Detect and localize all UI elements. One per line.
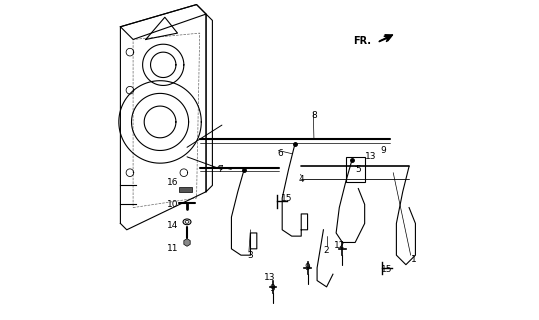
Text: 6: 6 (278, 149, 284, 158)
Text: 2: 2 (324, 246, 329, 255)
Text: 13: 13 (264, 273, 275, 282)
Polygon shape (184, 239, 190, 246)
Text: 9: 9 (381, 146, 386, 155)
Text: 1: 1 (411, 255, 417, 264)
Text: 12: 12 (334, 241, 345, 250)
Text: FR.: FR. (353, 36, 371, 46)
Text: 5: 5 (355, 165, 361, 174)
Text: 9: 9 (305, 263, 310, 272)
Bar (345, 157, 365, 182)
Text: 15: 15 (381, 265, 392, 274)
Text: 11: 11 (167, 244, 178, 253)
Text: 10: 10 (167, 200, 178, 209)
Text: 16: 16 (167, 178, 178, 187)
Text: 7: 7 (217, 165, 223, 174)
Text: 3: 3 (247, 251, 253, 260)
Text: 14: 14 (167, 220, 178, 229)
Bar (179, 187, 192, 192)
Text: 15: 15 (281, 194, 293, 203)
Text: 13: 13 (365, 152, 377, 161)
Text: 4: 4 (299, 174, 304, 184)
Text: 8: 8 (311, 111, 317, 120)
Text: 9: 9 (270, 284, 275, 293)
